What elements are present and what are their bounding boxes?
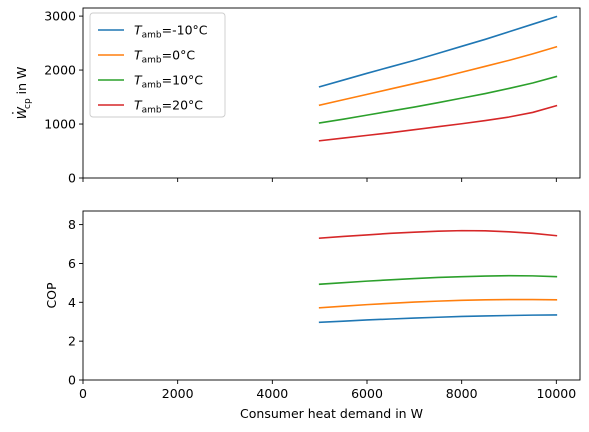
y-tick-label-1-0: 0: [68, 171, 76, 186]
y-axis-label-symbol: W: [14, 106, 29, 119]
x-tick-label-2-5: 10000: [536, 386, 576, 401]
legend-label-subscript: amb: [142, 81, 162, 91]
y-tick-label-1-2: 2000: [44, 63, 76, 78]
series-line-2-3: [318, 274, 558, 286]
legend-label-2: Tamb=0°C: [134, 48, 195, 66]
legend-label-suffix: =0°C: [162, 48, 196, 63]
x-tick-label-2-0: 0: [79, 386, 87, 401]
series-line-2-4: [318, 229, 558, 240]
y-axis-label-overdot: ·: [5, 111, 20, 115]
series-line-1-4: [318, 104, 558, 142]
legend-label-symbol: T: [134, 73, 143, 88]
y-tick-label-2-4: 8: [68, 217, 76, 232]
legend-label-4: Tamb=20°C: [134, 98, 203, 116]
series-line-1-3: [318, 75, 558, 124]
legend-label-symbol: T: [134, 98, 143, 113]
legend-label-suffix: =-10°C: [162, 23, 208, 38]
y-tick-label-2-3: 6: [68, 256, 76, 271]
x-tick-label-2-1: 2000: [162, 386, 194, 401]
legend-frame: [89, 12, 226, 118]
y-tick-label-2-0: 0: [68, 373, 76, 388]
x-tick-label-2-2: 4000: [256, 386, 288, 401]
axes-frame-1: [82, 7, 581, 179]
x-tick-label-2-3: 6000: [351, 386, 383, 401]
legend-label-subscript: amb: [142, 56, 162, 66]
legend-label-1: Tamb=-10°C: [134, 23, 208, 41]
series-line-1-1: [318, 15, 558, 88]
y-axis-label-1: W·cp in W: [5, 67, 33, 120]
legend-label-subscript: amb: [142, 106, 162, 116]
y-axis-label-2: COP: [44, 282, 59, 309]
y-tick-label-2-2: 4: [68, 295, 76, 310]
series-line-1-2: [318, 45, 558, 107]
series-line-2-2: [318, 298, 558, 309]
y-tick-label-1-1: 1000: [44, 117, 76, 132]
series-line-2-1: [318, 314, 558, 324]
legend-label-symbol: T: [134, 48, 143, 63]
plot-panel-2: 0 2000 4000 6000 8000 10000 0 2 4 6 8 COP Consumer h…: [44, 210, 581, 421]
legend-label-3: Tamb=10°C: [134, 73, 203, 91]
y-tick-label-2-1: 2: [68, 334, 76, 349]
legend-label-subscript: amb: [142, 31, 162, 41]
legend-label-symbol: T: [134, 23, 143, 38]
x-tick-label-2-4: 8000: [446, 386, 478, 401]
legend-label-suffix: =20°C: [162, 98, 204, 113]
y-axis-label-subscript: cp: [23, 98, 33, 109]
x-axis-label-2: Consumer heat demand in W: [240, 406, 423, 421]
legend-label-suffix: =10°C: [162, 73, 204, 88]
y-axis-label-suffix: in W: [14, 67, 29, 99]
axes-frame-2: [82, 210, 581, 381]
y-tick-label-1-3: 3000: [44, 9, 76, 24]
